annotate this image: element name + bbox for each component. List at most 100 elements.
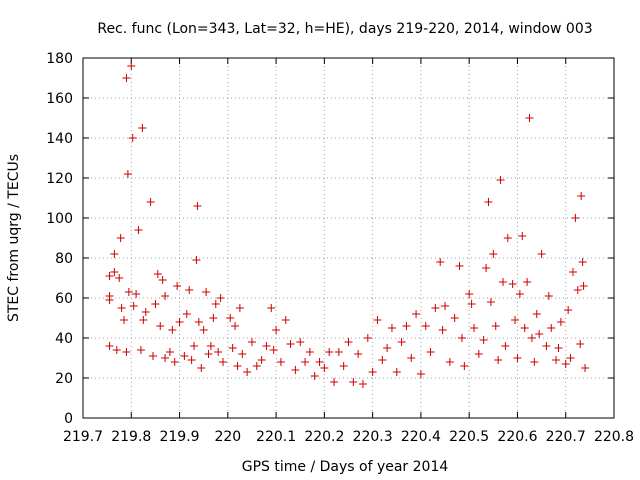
data-point <box>122 348 131 356</box>
data-point <box>105 292 114 300</box>
x-tick-label: 220.7 <box>546 429 586 445</box>
data-point <box>173 282 182 290</box>
data-point <box>325 348 334 356</box>
data-point <box>204 350 213 358</box>
data-point <box>175 318 184 326</box>
data-point <box>407 354 416 362</box>
data-point <box>138 124 147 132</box>
data-point <box>136 346 145 354</box>
y-tick-label: 40 <box>55 331 73 347</box>
data-point <box>197 364 206 372</box>
data-point <box>168 326 177 334</box>
data-point <box>305 348 314 356</box>
data-point <box>518 232 527 240</box>
data-points-layer <box>105 62 590 388</box>
data-point <box>120 316 129 324</box>
data-point <box>117 304 126 312</box>
data-point <box>161 354 170 362</box>
data-point <box>465 290 474 298</box>
x-tick-label: 219.8 <box>111 429 151 445</box>
data-point <box>535 330 544 338</box>
data-point <box>421 322 430 330</box>
data-point <box>315 358 324 366</box>
data-point <box>577 192 586 200</box>
data-point <box>123 170 132 178</box>
data-point <box>513 354 522 362</box>
data-point <box>474 350 483 358</box>
data-point <box>267 304 276 312</box>
data-point <box>573 286 582 294</box>
data-point <box>581 364 590 372</box>
data-point <box>484 198 493 206</box>
data-point <box>426 348 435 356</box>
x-tick-label: 220.1 <box>256 429 296 445</box>
data-point <box>482 264 491 272</box>
data-point <box>129 302 138 310</box>
y-tick-label: 20 <box>55 371 73 387</box>
data-point <box>269 346 278 354</box>
data-point <box>153 270 162 278</box>
data-point <box>132 290 141 298</box>
y-tick-label: 60 <box>55 291 73 307</box>
data-point <box>218 358 227 366</box>
chart-title: Rec. func (Lon=343, Lat=32, h=HE), days … <box>97 21 592 37</box>
data-point <box>116 234 125 242</box>
data-point <box>431 304 440 312</box>
data-point <box>344 338 353 346</box>
data-point <box>276 358 285 366</box>
data-point <box>527 334 536 342</box>
data-point <box>257 356 266 364</box>
data-point <box>438 326 447 334</box>
data-point <box>226 314 235 322</box>
data-point <box>489 250 498 258</box>
data-point <box>412 310 421 318</box>
data-point <box>211 300 220 308</box>
data-point <box>571 214 580 222</box>
data-point <box>272 326 281 334</box>
grid-layer <box>83 58 614 418</box>
data-point <box>330 378 339 386</box>
y-tick-label: 100 <box>46 211 73 227</box>
y-axis-label: STEC from uqrg / TECUs <box>6 154 22 322</box>
data-point <box>491 322 500 330</box>
x-tick-label: 219.7 <box>63 429 103 445</box>
data-point <box>262 342 271 350</box>
data-point <box>354 350 363 358</box>
data-point <box>358 380 367 388</box>
data-point <box>383 344 392 352</box>
data-point <box>199 326 208 334</box>
data-point <box>291 366 300 374</box>
plot-frame <box>82 57 615 419</box>
data-point <box>190 342 199 350</box>
data-point <box>128 134 137 142</box>
data-point <box>537 250 546 258</box>
data-point <box>134 226 143 234</box>
x-tick-label: 220 <box>214 429 241 445</box>
data-point <box>486 298 495 306</box>
data-point <box>206 342 215 350</box>
data-point <box>247 338 256 346</box>
data-point <box>115 274 124 282</box>
data-point <box>467 300 476 308</box>
data-point <box>243 368 252 376</box>
data-point <box>450 314 459 322</box>
data-point <box>214 348 223 356</box>
data-point <box>182 310 191 318</box>
data-point <box>339 362 348 370</box>
data-point <box>445 358 454 366</box>
data-point <box>441 302 450 310</box>
data-point <box>515 290 524 298</box>
data-point <box>334 348 343 356</box>
data-point <box>231 322 240 330</box>
data-point <box>373 316 382 324</box>
data-point <box>202 288 211 296</box>
data-point <box>542 342 551 350</box>
data-point <box>146 198 155 206</box>
data-point <box>503 234 512 242</box>
data-point <box>193 202 202 210</box>
data-point <box>566 354 575 362</box>
data-point <box>110 250 119 258</box>
data-point <box>296 338 305 346</box>
data-point <box>564 306 573 314</box>
